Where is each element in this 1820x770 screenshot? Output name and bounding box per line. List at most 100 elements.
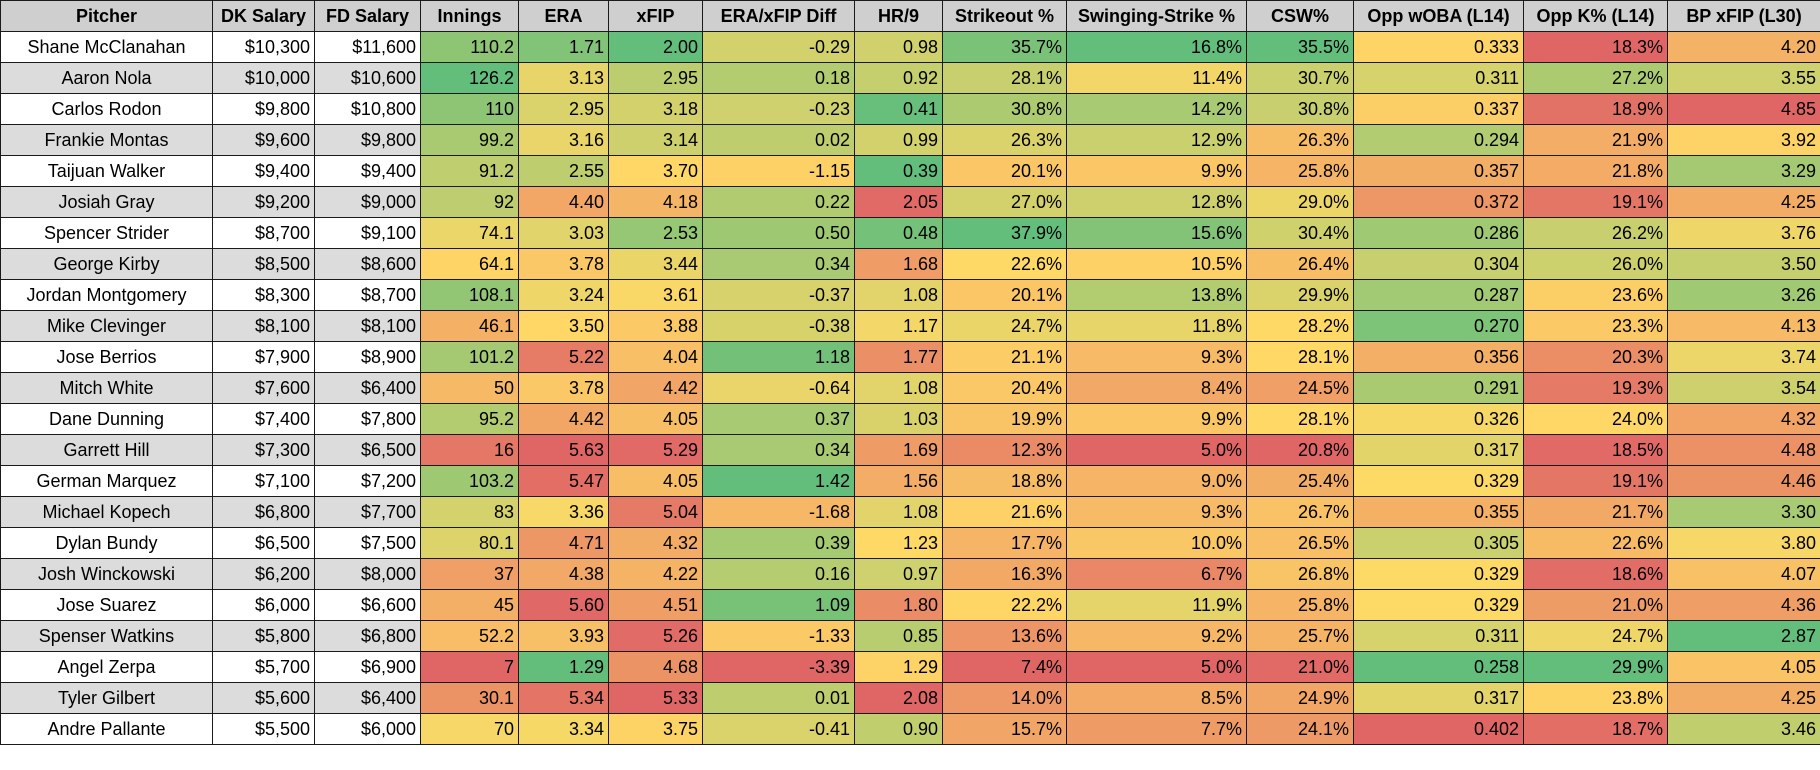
stat-cell[interactable]: 1.03 <box>854 403 943 435</box>
column-header[interactable]: BP xFIP (L30) <box>1667 0 1820 32</box>
stat-cell[interactable]: 4.68 <box>608 651 703 683</box>
stat-cell[interactable]: 0.34 <box>702 248 855 280</box>
stat-cell[interactable]: 5.34 <box>518 682 609 714</box>
stat-cell[interactable]: 0.304 <box>1353 248 1524 280</box>
stat-cell[interactable]: 3.44 <box>608 248 703 280</box>
stat-cell[interactable]: $10,300 <box>212 31 315 63</box>
stat-cell[interactable]: -1.68 <box>702 496 855 528</box>
stat-cell[interactable]: 3.16 <box>518 124 609 156</box>
stat-cell[interactable]: 4.85 <box>1667 93 1820 125</box>
stat-cell[interactable]: 0.97 <box>854 558 943 590</box>
stat-cell[interactable]: 0.402 <box>1353 713 1524 745</box>
stat-cell[interactable]: 20.3% <box>1523 341 1668 373</box>
stat-cell[interactable]: 0.357 <box>1353 155 1524 187</box>
stat-cell[interactable]: 8.5% <box>1066 682 1247 714</box>
stat-cell[interactable]: 7 <box>420 651 519 683</box>
stat-cell[interactable]: 7.4% <box>942 651 1067 683</box>
pitcher-name-cell[interactable]: Josiah Gray <box>0 186 213 218</box>
stat-cell[interactable]: 18.9% <box>1523 93 1668 125</box>
stat-cell[interactable]: 30.7% <box>1246 62 1354 94</box>
stat-cell[interactable]: 25.8% <box>1246 589 1354 621</box>
stat-cell[interactable]: 9.9% <box>1066 155 1247 187</box>
column-header[interactable]: FD Salary <box>314 0 421 32</box>
stat-cell[interactable]: 20.8% <box>1246 434 1354 466</box>
pitcher-name-cell[interactable]: Andre Pallante <box>0 713 213 745</box>
stat-cell[interactable]: 4.07 <box>1667 558 1820 590</box>
stat-cell[interactable]: 0.92 <box>854 62 943 94</box>
stat-cell[interactable]: 9.3% <box>1066 496 1247 528</box>
stat-cell[interactable]: 19.3% <box>1523 372 1668 404</box>
stat-cell[interactable]: $9,800 <box>314 124 421 156</box>
stat-cell[interactable]: 3.78 <box>518 372 609 404</box>
stat-cell[interactable]: 15.6% <box>1066 217 1247 249</box>
stat-cell[interactable]: 3.75 <box>608 713 703 745</box>
stat-cell[interactable]: 4.05 <box>608 403 703 435</box>
pitcher-name-cell[interactable]: Dane Dunning <box>0 403 213 435</box>
stat-cell[interactable]: 28.1% <box>1246 403 1354 435</box>
stat-cell[interactable]: 37.9% <box>942 217 1067 249</box>
stat-cell[interactable]: $7,900 <box>212 341 315 373</box>
stat-cell[interactable]: 0.85 <box>854 620 943 652</box>
stat-cell[interactable]: 2.00 <box>608 31 703 63</box>
stat-cell[interactable]: 23.6% <box>1523 279 1668 311</box>
stat-cell[interactable]: 7.7% <box>1066 713 1247 745</box>
stat-cell[interactable]: 13.8% <box>1066 279 1247 311</box>
stat-cell[interactable]: 5.0% <box>1066 651 1247 683</box>
stat-cell[interactable]: -0.64 <box>702 372 855 404</box>
stat-cell[interactable]: 83 <box>420 496 519 528</box>
stat-cell[interactable]: 3.80 <box>1667 527 1820 559</box>
stat-cell[interactable]: 27.2% <box>1523 62 1668 94</box>
stat-cell[interactable]: 18.3% <box>1523 31 1668 63</box>
stat-cell[interactable]: $7,300 <box>212 434 315 466</box>
pitcher-name-cell[interactable]: Angel Zerpa <box>0 651 213 683</box>
stat-cell[interactable]: 95.2 <box>420 403 519 435</box>
stat-cell[interactable]: 0.98 <box>854 31 943 63</box>
stat-cell[interactable]: $8,600 <box>314 248 421 280</box>
stat-cell[interactable]: 9.0% <box>1066 465 1247 497</box>
column-header[interactable]: CSW% <box>1246 0 1354 32</box>
stat-cell[interactable]: 4.04 <box>608 341 703 373</box>
stat-cell[interactable]: 99.2 <box>420 124 519 156</box>
stat-cell[interactable]: 52.2 <box>420 620 519 652</box>
column-header[interactable]: Swinging-Strike % <box>1066 0 1247 32</box>
stat-cell[interactable]: $9,800 <box>212 93 315 125</box>
stat-cell[interactable]: 3.70 <box>608 155 703 187</box>
stat-cell[interactable]: 0.329 <box>1353 465 1524 497</box>
column-header[interactable]: xFIP <box>608 0 703 32</box>
stat-cell[interactable]: 4.05 <box>608 465 703 497</box>
stat-cell[interactable]: -0.37 <box>702 279 855 311</box>
stat-cell[interactable]: 18.8% <box>942 465 1067 497</box>
stat-cell[interactable]: 28.1% <box>942 62 1067 94</box>
stat-cell[interactable]: 108.1 <box>420 279 519 311</box>
stat-cell[interactable]: 27.0% <box>942 186 1067 218</box>
stat-cell[interactable]: 110 <box>420 93 519 125</box>
stat-cell[interactable]: $7,200 <box>314 465 421 497</box>
stat-cell[interactable]: 25.7% <box>1246 620 1354 652</box>
stat-cell[interactable]: $10,600 <box>314 62 421 94</box>
pitcher-name-cell[interactable]: Frankie Montas <box>0 124 213 156</box>
stat-cell[interactable]: 91.2 <box>420 155 519 187</box>
stat-cell[interactable]: 0.258 <box>1353 651 1524 683</box>
stat-cell[interactable]: 24.9% <box>1246 682 1354 714</box>
stat-cell[interactable]: -3.39 <box>702 651 855 683</box>
stat-cell[interactable]: $9,400 <box>212 155 315 187</box>
stat-cell[interactable]: 4.22 <box>608 558 703 590</box>
stat-cell[interactable]: 21.0% <box>1523 589 1668 621</box>
stat-cell[interactable]: $10,800 <box>314 93 421 125</box>
stat-cell[interactable]: 28.2% <box>1246 310 1354 342</box>
column-header[interactable]: Strikeout % <box>942 0 1067 32</box>
stat-cell[interactable]: $6,800 <box>314 620 421 652</box>
stat-cell[interactable]: 0.355 <box>1353 496 1524 528</box>
stat-cell[interactable]: 11.4% <box>1066 62 1247 94</box>
stat-cell[interactable]: 22.6% <box>1523 527 1668 559</box>
stat-cell[interactable]: $8,500 <box>212 248 315 280</box>
stat-cell[interactable]: 4.40 <box>518 186 609 218</box>
stat-cell[interactable]: 1.08 <box>854 496 943 528</box>
stat-cell[interactable]: 5.33 <box>608 682 703 714</box>
stat-cell[interactable]: 14.2% <box>1066 93 1247 125</box>
stat-cell[interactable]: -1.15 <box>702 155 855 187</box>
pitcher-name-cell[interactable]: Mike Clevinger <box>0 310 213 342</box>
stat-cell[interactable]: 4.42 <box>518 403 609 435</box>
stat-cell[interactable]: 0.329 <box>1353 558 1524 590</box>
stat-cell[interactable]: $9,000 <box>314 186 421 218</box>
